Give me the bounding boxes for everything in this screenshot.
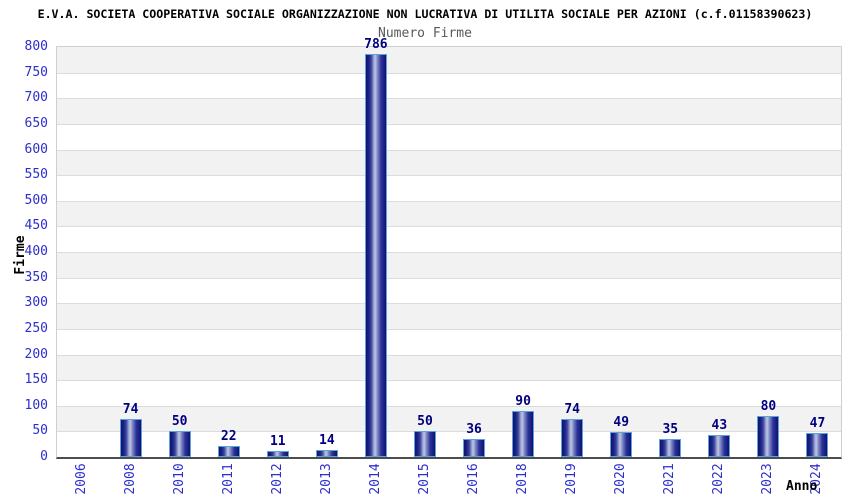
x-tick-label: 2015: [416, 463, 432, 495]
x-tick-label: 2020: [613, 463, 629, 495]
bar-2023: [757, 416, 780, 457]
bar-2010: [168, 431, 191, 457]
x-tick-label: 2006: [73, 463, 89, 495]
plot-band: [57, 380, 842, 406]
gridline: [57, 123, 842, 125]
bar-value-label: 90: [515, 394, 531, 409]
x-tick-label: 2008: [122, 463, 138, 495]
y-tick-label: 300: [24, 295, 48, 311]
y-tick-label: 400: [24, 244, 48, 259]
plot-band: [57, 354, 842, 381]
y-tick-label: 800: [24, 39, 48, 54]
bar-2014: [364, 54, 387, 457]
bar-2015: [413, 431, 436, 457]
y-tick-label: 50: [32, 423, 48, 439]
bar-2020: [610, 432, 633, 457]
x-tick-label: 2014: [367, 463, 383, 495]
y-tick-label: 600: [24, 141, 48, 157]
y-tick-label: 200: [24, 346, 48, 362]
y-tick-label: 0: [40, 449, 48, 464]
x-tick-label: 2021: [662, 463, 678, 495]
bar-2011: [217, 446, 240, 457]
gridline: [57, 226, 842, 228]
gridline: [57, 149, 842, 151]
gridline: [57, 175, 842, 177]
x-tick-label: 2022: [711, 463, 727, 495]
bar-2012: [266, 451, 289, 457]
x-tick-label: 2012: [269, 463, 285, 495]
y-tick-label: 750: [24, 64, 48, 80]
gridline: [57, 252, 842, 253]
bar-value-label: 35: [662, 422, 679, 437]
bar-value-label: 74: [122, 402, 139, 417]
x-axis-title: Anno: [786, 479, 818, 494]
plot-band: [57, 200, 842, 227]
bar-value-label: 786: [364, 37, 388, 52]
x-tick-label: 2013: [318, 463, 334, 495]
bar-value-label: 74: [564, 402, 580, 417]
y-tick-label: 350: [24, 269, 48, 285]
bar-2019: [561, 419, 584, 457]
bar-value-label: 36: [466, 422, 482, 437]
plot-band: [57, 226, 842, 252]
bar-2022: [708, 435, 731, 457]
chart-subtitle: Numero Firme: [378, 26, 472, 41]
chart-title: E.V.A. SOCIETA COOPERATIVA SOCIALE ORGAN…: [37, 7, 813, 21]
bar-2021: [659, 439, 682, 457]
gridline: [57, 405, 842, 407]
gridline: [57, 303, 842, 305]
bar-value-label: 47: [809, 416, 826, 431]
y-tick-label: 550: [24, 167, 48, 183]
plot-band: [57, 405, 842, 432]
bar-2018: [512, 411, 535, 457]
plot-band: [57, 277, 842, 304]
plot-band: [57, 72, 842, 99]
gridline: [57, 354, 842, 356]
x-tick-label: 2016: [466, 463, 482, 495]
x-tick-label: 2010: [171, 463, 187, 495]
y-tick-label: 500: [24, 192, 48, 208]
bar-value-label: 50: [171, 414, 188, 429]
bar-value-label: 80: [760, 399, 777, 414]
y-tick-label: 100: [24, 397, 48, 413]
y-tick-label: 150: [24, 372, 48, 388]
y-tick-label: 700: [24, 90, 48, 106]
plot-band: [57, 98, 842, 124]
bar-value-label: 11: [269, 434, 286, 449]
plot-band: [57, 47, 842, 73]
bar-2016: [463, 439, 486, 457]
gridline: [57, 277, 842, 279]
x-tick-label: 2011: [220, 463, 236, 495]
plot-band: [57, 252, 842, 278]
bar-2008: [119, 419, 142, 457]
bar-2013: [315, 450, 338, 457]
plot-band: [57, 149, 842, 176]
bar-value-label: 43: [711, 418, 728, 433]
y-axis-title: Firme: [13, 235, 28, 275]
bar-value-label: 49: [613, 415, 630, 430]
x-tick-label: 2018: [515, 463, 531, 495]
gridline: [57, 380, 842, 382]
plot-band: [57, 123, 842, 150]
plot-band: [57, 328, 842, 355]
bar-2024: [806, 433, 829, 457]
y-tick-label: 450: [24, 218, 48, 234]
x-tick-label: 2019: [564, 463, 580, 495]
gridline: [57, 328, 842, 330]
bar-value-label: 50: [417, 414, 433, 429]
bar-value-label: 14: [319, 433, 335, 448]
gridline: [57, 72, 842, 74]
bar-value-label: 22: [220, 429, 237, 444]
gridline: [57, 98, 842, 100]
plot-band: [57, 303, 842, 329]
gridline: [57, 200, 842, 202]
y-tick-label: 650: [24, 115, 48, 131]
y-tick-label: 250: [24, 320, 48, 336]
plot-band: [57, 175, 842, 201]
gridline: [57, 431, 842, 433]
x-tick-label: 2023: [760, 463, 776, 495]
